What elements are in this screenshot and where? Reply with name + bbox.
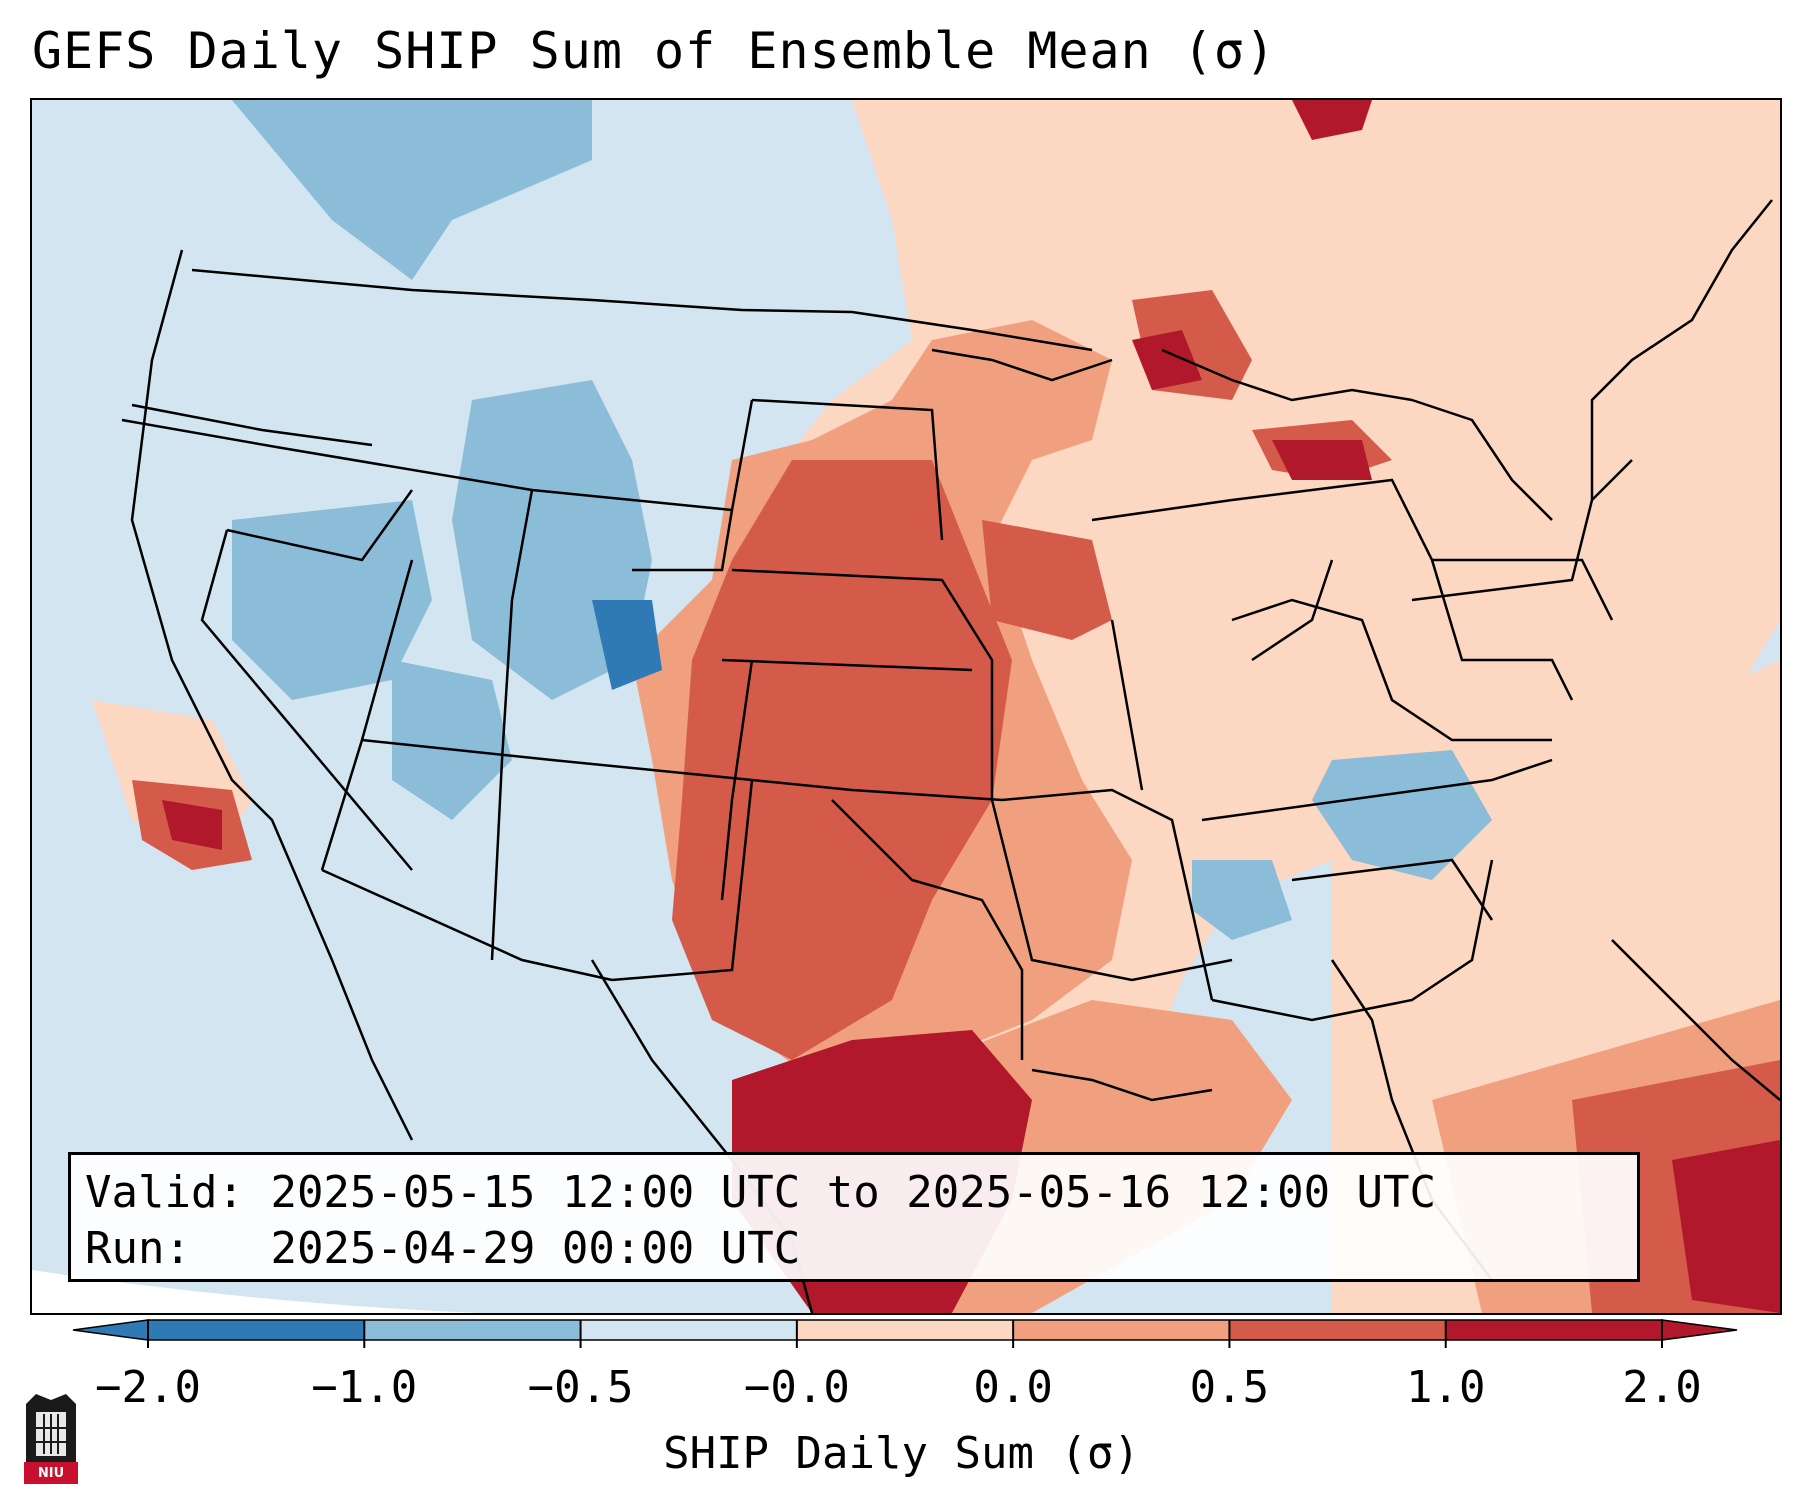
map-svg (32, 100, 1780, 1313)
colorbar-segment (580, 1320, 798, 1340)
colorbar-tick-label: −1.0 (311, 1362, 418, 1413)
valid-value: 2025-05-15 12:00 UTC to 2025-05-16 12:00… (270, 1167, 1437, 1218)
colorbar-segment (796, 1320, 1014, 1340)
colorbar-ticks (147, 1320, 1663, 1348)
colorbar (72, 1319, 1738, 1348)
colorbar-segments (72, 1319, 1738, 1341)
colorbar-tick-label: 0.5 (1189, 1362, 1270, 1413)
colorbar-label: SHIP Daily Sum (σ) (663, 1428, 1140, 1479)
colorbar-segment (1445, 1320, 1663, 1340)
colorbar-tick-label: −0.5 (527, 1362, 634, 1413)
valid-run-info-box: Valid: 2025-05-15 12:00 UTC to 2025-05-1… (68, 1152, 1640, 1282)
colorbar-tick-label: −0.0 (743, 1362, 850, 1413)
colorbar-segment (1013, 1320, 1230, 1340)
projection-edge (32, 1270, 832, 1313)
colorbar-tick-label: 2.0 (1622, 1362, 1702, 1413)
map-panel: Valid: 2025-05-15 12:00 UTC to 2025-05-1… (30, 98, 1782, 1315)
colorbar-segment (364, 1320, 582, 1340)
colorbar-segment (148, 1320, 365, 1340)
run-value: 2025-04-29 00:00 UTC (270, 1223, 801, 1274)
chart-title: GEFS Daily SHIP Sum of Ensemble Mean (σ) (32, 22, 1277, 80)
niu-logo (24, 1394, 78, 1484)
colorbar-tick-label: −2.0 (95, 1362, 201, 1413)
colorbar-tick-label: 0.0 (973, 1362, 1053, 1413)
colorbar-extend-high (1661, 1319, 1738, 1341)
run-label: Run: (85, 1223, 191, 1274)
colorbar-segment (1229, 1320, 1447, 1340)
colorbar-extend-low (72, 1319, 149, 1341)
colorbar-tick-label: 1.0 (1405, 1362, 1486, 1413)
niu-logo-text: NIU (37, 1466, 65, 1481)
valid-label: Valid: (85, 1167, 244, 1218)
